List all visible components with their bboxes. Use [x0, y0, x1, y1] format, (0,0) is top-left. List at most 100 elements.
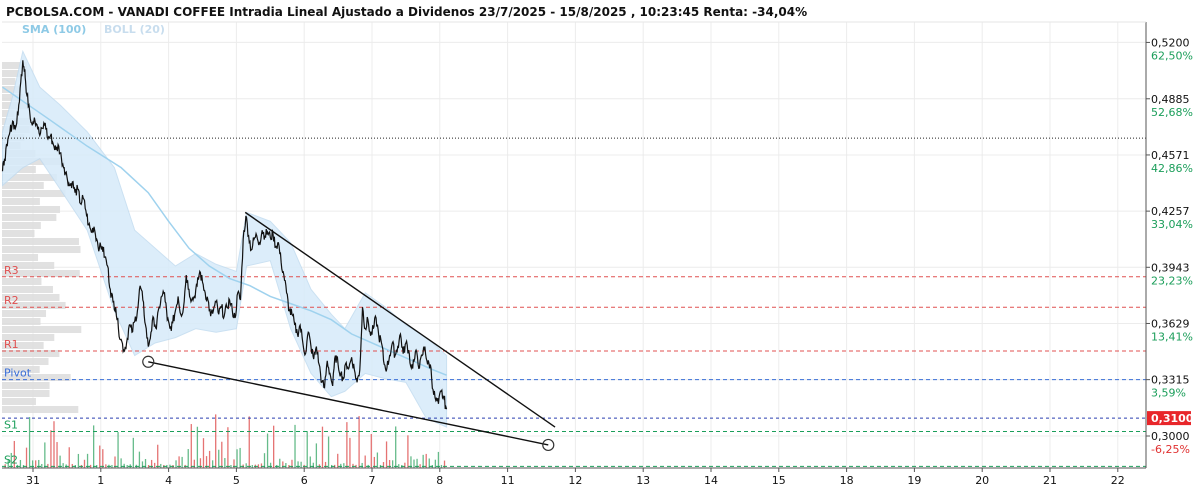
volume-bar	[221, 441, 223, 468]
volume-bar	[346, 422, 348, 468]
volume-bar	[373, 456, 375, 468]
x-tick-label: 18	[840, 474, 854, 487]
volume-bar	[443, 460, 446, 468]
y-tick-label: 0,5200	[1151, 36, 1190, 49]
volume-bar	[306, 431, 308, 468]
x-tick-label: 13	[636, 474, 650, 487]
bollinger-band-area	[1, 49, 448, 428]
x-tick-label: 12	[568, 474, 582, 487]
y-tick-label: 0,3943	[1151, 261, 1190, 274]
volume-bar	[99, 445, 101, 468]
price-line	[1, 60, 448, 410]
volume-bar	[178, 456, 180, 468]
volume-bar	[211, 460, 214, 468]
volume-bar	[291, 459, 293, 468]
volume-bar	[38, 459, 40, 468]
volume-bar	[193, 459, 195, 468]
volume-bar	[19, 459, 22, 468]
volume-bar	[126, 464, 128, 468]
volume-profile-bar	[2, 358, 49, 365]
volume-bar	[157, 444, 159, 468]
volume-bar	[251, 464, 253, 468]
volume-profile-bar	[2, 86, 20, 93]
volume-bar	[337, 453, 339, 468]
volume-bar	[138, 451, 141, 468]
last-price-tag: 0,3100	[1147, 411, 1194, 426]
volume-profile-bar	[2, 294, 60, 301]
volume-profile-bar	[2, 206, 61, 213]
volume-bar	[279, 458, 281, 468]
y-tick-label: 0,3629	[1151, 317, 1190, 330]
trendlines	[142, 211, 556, 452]
volume-bar	[230, 464, 232, 468]
volume-bar	[169, 464, 171, 468]
y-tick-percent: 42,86%	[1151, 162, 1193, 175]
volume-bar	[269, 462, 272, 468]
volume-profile-bar	[2, 238, 79, 245]
sma-polyline	[2, 86, 447, 376]
volume-profile-bar	[2, 342, 44, 349]
bollinger-band	[1, 49, 448, 428]
last-price-label: 0,3100	[1151, 412, 1194, 425]
volume-bar	[309, 456, 311, 468]
volume-bar	[236, 449, 238, 468]
volume-profile-bar	[2, 182, 44, 189]
volume-bar	[407, 435, 409, 468]
volume-bar	[62, 463, 64, 468]
volume-bar	[41, 463, 43, 468]
volume-bar	[312, 462, 314, 468]
volume-bar	[77, 453, 80, 468]
trendline-marker-start	[142, 355, 155, 368]
volume-bar	[294, 424, 296, 468]
x-tick-label: 20	[975, 474, 989, 487]
volume-bar	[144, 458, 147, 468]
y-tick-percent: 33,04%	[1151, 218, 1193, 231]
volume-bar	[160, 463, 162, 468]
x-tick-label: 15	[772, 474, 786, 487]
volume-bar	[422, 454, 424, 468]
trendline-marker-end	[542, 438, 555, 452]
volume-bar	[35, 460, 37, 468]
volume-bar	[376, 452, 379, 468]
volume-bar	[282, 461, 284, 468]
volume-bar	[388, 459, 391, 468]
volume-bar	[273, 425, 275, 468]
volume-profile-bar	[2, 318, 41, 325]
sma-line	[2, 86, 447, 376]
x-tick-label: 19	[907, 474, 921, 487]
volume-bar	[202, 438, 205, 468]
volume-bars	[4, 414, 446, 468]
y-tick-percent: 3,59%	[1151, 387, 1186, 400]
y-tick-label: 0,4257	[1151, 205, 1190, 218]
volume-bar	[392, 460, 394, 468]
volume-bar	[315, 443, 318, 468]
volume-profile-bar	[2, 70, 29, 77]
x-tick-label: 21	[1043, 474, 1057, 487]
volume-profile-bar	[2, 62, 27, 69]
y-tick-percent: 52,68%	[1151, 106, 1193, 119]
volume-bar	[257, 464, 260, 468]
volume-profile-bar	[2, 222, 41, 229]
volume-bar	[25, 447, 28, 468]
volume-bar	[288, 464, 290, 468]
volume-bar	[89, 464, 92, 468]
axes	[2, 21, 1147, 469]
volume-bar	[385, 441, 388, 468]
y-tick-label: 0,4571	[1151, 149, 1190, 162]
volume-bar	[355, 464, 357, 468]
volume-bar	[50, 430, 52, 468]
y-tick-percent: -6,25%	[1151, 443, 1190, 456]
x-tick-label: 31	[26, 474, 40, 487]
volume-bar	[398, 464, 400, 468]
volume-bar	[227, 427, 229, 468]
volume-bar	[245, 463, 247, 468]
volume-profile-bar	[2, 334, 55, 341]
volume-bar	[324, 461, 327, 468]
volume-bar	[199, 458, 202, 468]
y-tick-percent: 13,41%	[1151, 330, 1193, 343]
volume-bar	[187, 449, 189, 468]
volume-profile-bar	[2, 78, 16, 85]
